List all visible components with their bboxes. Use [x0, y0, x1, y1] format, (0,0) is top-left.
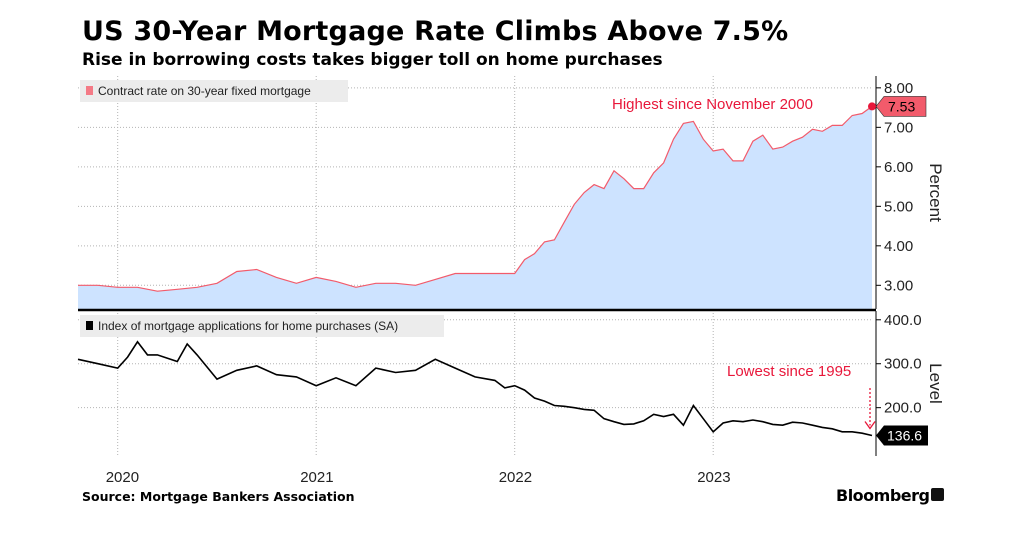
x-tick-label: 2022 [499, 469, 532, 486]
y-tick-label: 3.00 [884, 277, 913, 294]
legend: Index of mortgage applications for home … [80, 315, 444, 337]
chart-title: US 30-Year Mortgage Rate Climbs Above 7.… [82, 16, 789, 47]
rate-series-line [78, 105, 873, 292]
y-axis-title: Percent [926, 163, 945, 222]
x-tick-label: 2020 [106, 469, 139, 486]
y-axis-title: Level [926, 363, 945, 404]
legend-background [80, 315, 444, 337]
annotation-lowest: Lowest since 1995 [727, 363, 851, 380]
y-tick-label: 5.00 [884, 198, 913, 215]
y-tick-label: 8.00 [884, 80, 913, 97]
legend-background [80, 80, 348, 102]
legend-label: Contract rate on 30-year fixed mortgage [98, 84, 311, 98]
applications-series-line [77, 340, 873, 437]
rate-area-fill [78, 106, 872, 310]
source-note: Source: Mortgage Bankers Association [82, 489, 355, 504]
y-tick-label: 7.00 [884, 119, 913, 136]
bloomberg-logo: Bloomberg [836, 486, 930, 505]
annotation-highest: Highest since November 2000 [612, 96, 813, 113]
y-tick-label: 300.0 [884, 356, 922, 373]
y-tick-label: 4.00 [884, 238, 913, 255]
last-value-label: 7.53 [888, 98, 915, 114]
bloomberg-terminal-icon [931, 488, 944, 501]
x-tick-label: 2023 [697, 469, 730, 486]
last-value-badge [876, 425, 928, 446]
x-tick-label: 2021 [300, 469, 333, 486]
last-value-label: 136.6 [887, 428, 922, 444]
highlight-dot [868, 102, 876, 111]
y-tick-label: 6.00 [884, 159, 913, 176]
legend-swatch [86, 321, 93, 330]
y-tick-label: 200.0 [884, 400, 922, 417]
annotation-arrow-head [864, 421, 876, 430]
y-tick-label: 400.0 [884, 312, 922, 329]
legend: Contract rate on 30-year fixed mortgage [80, 80, 348, 102]
legend-label: Index of mortgage applications for home … [98, 319, 398, 333]
chart-subtitle: Rise in borrowing costs takes bigger tol… [82, 50, 663, 70]
legend-swatch [86, 86, 93, 95]
last-value-badge [875, 96, 927, 117]
